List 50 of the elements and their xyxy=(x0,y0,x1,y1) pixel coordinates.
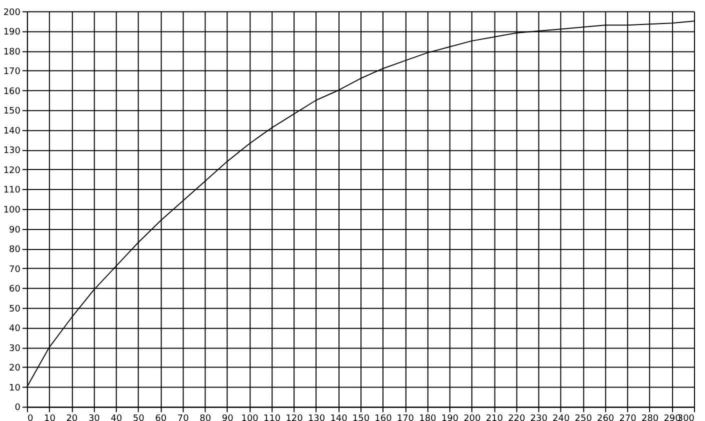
x-tick-label: 170 xyxy=(396,414,414,421)
x-tick-label: 30 xyxy=(88,414,100,421)
x-tick-label: 220 xyxy=(508,414,526,421)
x-tick-label: 130 xyxy=(308,414,326,421)
x-tick-label: 280 xyxy=(641,414,659,421)
x-tick-label: 180 xyxy=(419,414,437,421)
x-tick-label: 230 xyxy=(530,414,548,421)
x-tick-label: 260 xyxy=(597,414,614,421)
x-tick-label: 270 xyxy=(619,414,637,421)
x-tick-label: 190 xyxy=(441,414,459,421)
y-tick-label: 190 xyxy=(3,28,21,38)
y-tick-label: 70 xyxy=(9,264,21,275)
x-tick-label: 70 xyxy=(177,414,190,421)
y-tick-label: 100 xyxy=(3,206,21,216)
x-tick-label: 60 xyxy=(155,414,167,421)
y-tick-label: 170 xyxy=(3,67,21,78)
y-tick-label: 30 xyxy=(9,344,21,354)
y-tick-label: 0 xyxy=(14,403,21,414)
y-tick-label: 200 xyxy=(3,8,21,18)
y-tick-label: 40 xyxy=(9,324,21,334)
x-tick-label: 240 xyxy=(552,414,570,421)
x-tick-label: 210 xyxy=(486,414,504,421)
y-tick-label: 180 xyxy=(3,47,21,58)
x-tick-label: 40 xyxy=(110,414,122,421)
x-tick-label: 150 xyxy=(352,414,370,421)
x-tick-label: 20 xyxy=(66,414,78,421)
y-tick-label: 160 xyxy=(3,86,21,97)
y-tick-label: 150 xyxy=(3,106,21,117)
y-tick-label: 90 xyxy=(9,225,21,236)
x-tick-label: 160 xyxy=(374,414,392,421)
x-tick-label: 250 xyxy=(574,414,592,421)
x-tick-label: 80 xyxy=(200,414,212,421)
y-tick-label: 10 xyxy=(9,383,21,394)
x-tick-label: 110 xyxy=(263,414,281,421)
y-tick-label: 120 xyxy=(3,166,21,176)
x-tick-label: 140 xyxy=(330,414,348,421)
x-tick-label: 90 xyxy=(222,414,234,421)
y-tick-label: 140 xyxy=(3,126,21,136)
y-tick-label: 80 xyxy=(9,245,21,256)
y-tick-label: 50 xyxy=(9,304,21,314)
x-tick-label: 100 xyxy=(241,414,259,421)
y-tick-label: 20 xyxy=(9,364,21,374)
x-tick-label: 200 xyxy=(464,414,482,421)
y-tick-label: 60 xyxy=(9,284,21,295)
x-tick-label: 120 xyxy=(286,414,304,421)
x-tick-label: 10 xyxy=(44,414,56,421)
y-tick-label: 130 xyxy=(3,146,21,156)
y-tick-label: 110 xyxy=(3,186,21,196)
x-tick-label: 0 xyxy=(27,414,34,421)
x-tick-label: 50 xyxy=(132,414,145,421)
